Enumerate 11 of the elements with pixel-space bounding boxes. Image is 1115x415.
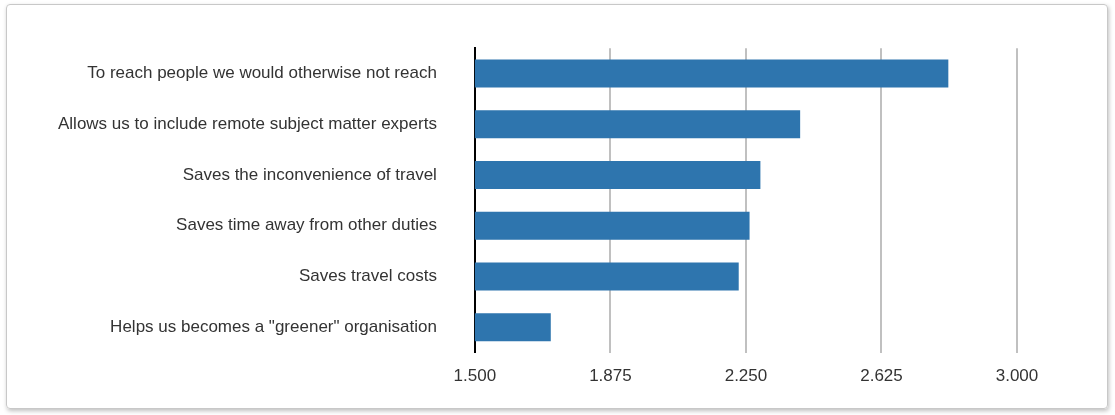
x-tick-label: 3.000 [995,366,1039,386]
x-tick-label: 2.250 [724,366,768,386]
x-tick-label: 1.500 [453,366,497,386]
y-tick-label: Allows us to include remote subject matter experts [58,113,437,133]
x-tick-label: 2.625 [860,366,903,386]
x-tick-label: 1.875 [589,366,632,386]
y-tick-label: Saves the inconvenience of travel [182,164,437,184]
y-tick-label: Helps us becomes a "greener" organisation [110,316,437,336]
y-tick-label: Saves travel costs [298,266,437,286]
y-tick-label: Saves time away from other duties [176,215,437,235]
y-tick-label: To reach people we would otherwise not reach [87,63,437,83]
